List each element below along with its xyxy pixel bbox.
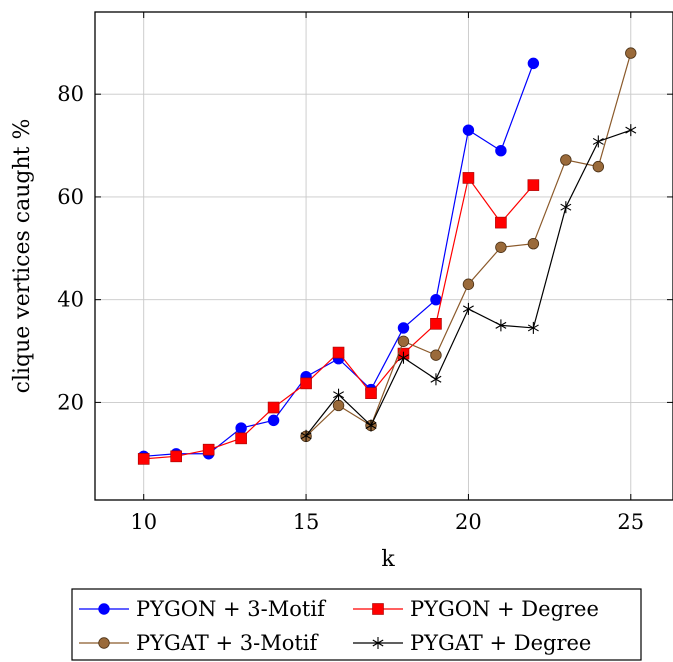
legend-item: PYGON + Degree [353,597,599,621]
legend-item: PYGON + 3-Motif [79,597,327,621]
data-point [625,124,637,137]
data-point [332,346,345,359]
data-point [495,216,507,229]
x-tick-label: 25 [617,510,644,534]
data-point [202,443,215,456]
legend-box [71,588,642,661]
x-tick-label: 10 [130,510,157,534]
y-tick-label: 60 [57,185,84,209]
data-point [527,179,540,191]
data-point [398,351,409,364]
data-point [560,154,572,166]
data-point [397,335,410,347]
data-point [430,373,442,386]
data-point [462,124,475,136]
data-point [267,414,280,427]
data-point [495,241,507,253]
data-point [235,422,247,434]
series-4 [300,124,637,442]
data-point [462,278,475,290]
data-point [365,419,377,432]
series-line [143,176,534,460]
data-point [592,160,605,173]
data-point [462,302,474,315]
legend-label: PYGON + 3-Motif [136,597,327,621]
series-layer [137,47,637,465]
legend-marker [372,637,384,649]
data-point [137,453,150,465]
y-tick-label: 20 [57,390,84,414]
x-axis-title: k [381,547,395,572]
data-point [430,293,442,306]
legend-label: PYGAT + 3-Motif [136,631,319,655]
legend-label: PYGAT + Degree [410,631,591,655]
legend-label: PYGON + Degree [410,597,599,621]
legend: PYGON + 3-Motif PYGON + Degree PYGAT + 3-M… [71,588,642,661]
y-tick-label: 80 [57,82,84,106]
data-point [560,201,572,214]
ticks: 10 15 20 25 20 40 60 80 [57,12,673,534]
data-point [397,322,410,334]
y-axis-title: clique vertices caught % [10,119,35,394]
y-tick-label: 40 [57,288,84,312]
grid [95,12,673,500]
data-point [495,319,507,332]
plot-frame [94,11,673,501]
data-point [267,401,280,414]
data-point [430,349,442,361]
data-point [365,387,377,399]
data-point [527,321,539,334]
x-tick-label: 20 [455,510,482,534]
legend-item: PYGAT + Degree [353,631,591,655]
data-point [333,388,345,401]
data-point [527,237,540,250]
legend-item: PYGAT + 3-Motif [79,631,319,655]
data-point [300,377,312,390]
legend-marker [372,603,384,615]
data-point [170,450,182,463]
data-point [527,57,540,70]
data-point [300,429,312,442]
legend-marker [98,637,110,649]
legend-marker [98,603,110,615]
data-point [592,135,604,148]
data-point [235,432,247,445]
x-tick-label: 15 [293,510,320,534]
series-2 [137,172,540,465]
data-point [495,144,507,157]
data-point [430,318,442,330]
data-point [462,172,475,184]
data-point [332,399,345,412]
series-3 [300,47,637,443]
data-point [625,47,637,59]
